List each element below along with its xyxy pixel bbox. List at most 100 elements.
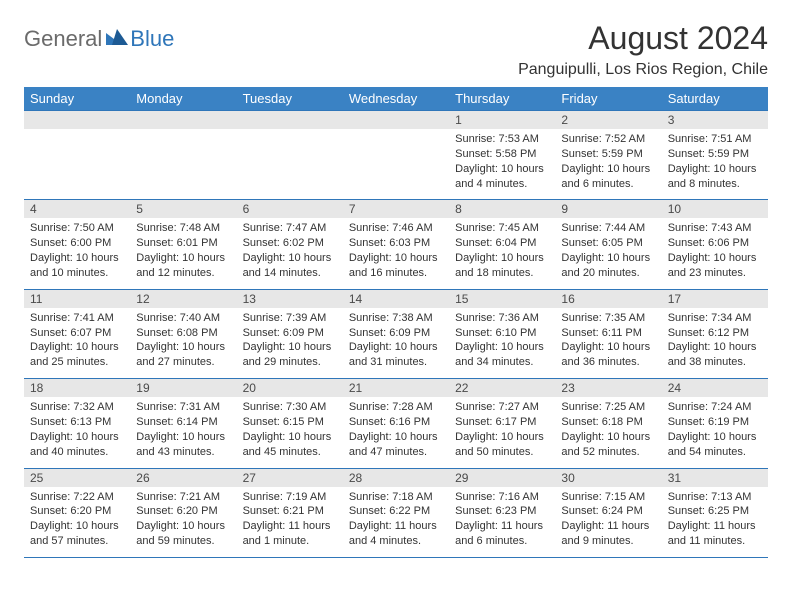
day-detail: Sunrise: 7:22 AMSunset: 6:20 PMDaylight:… [24,487,130,557]
sunset-label: Sunset: 6:12 PM [668,326,762,341]
day-cell: 21Sunrise: 7:28 AMSunset: 6:16 PMDayligh… [343,379,449,468]
sunrise-label: Sunrise: 7:39 AM [243,311,337,326]
sunset-label: Sunset: 6:02 PM [243,236,337,251]
week-row: 4Sunrise: 7:50 AMSunset: 6:00 PMDaylight… [24,200,768,289]
day-number: 24 [662,379,768,397]
daylight-label: Daylight: 10 hours and 47 minutes. [349,430,443,460]
day-detail: Sunrise: 7:46 AMSunset: 6:03 PMDaylight:… [343,218,449,288]
daylight-label: Daylight: 11 hours and 4 minutes. [349,519,443,549]
sunset-label: Sunset: 6:21 PM [243,504,337,519]
day-cell: 17Sunrise: 7:34 AMSunset: 6:12 PMDayligh… [662,289,768,378]
day-cell: 29Sunrise: 7:16 AMSunset: 6:23 PMDayligh… [449,468,555,557]
daylight-label: Daylight: 10 hours and 54 minutes. [668,430,762,460]
sunrise-label: Sunrise: 7:19 AM [243,490,337,505]
day-number [130,111,236,129]
brand-logo: General Blue [24,20,174,52]
day-number: 7 [343,200,449,218]
day-detail: Sunrise: 7:19 AMSunset: 6:21 PMDaylight:… [237,487,343,557]
day-number: 31 [662,469,768,487]
day-detail: Sunrise: 7:15 AMSunset: 6:24 PMDaylight:… [555,487,661,557]
sunrise-label: Sunrise: 7:46 AM [349,221,443,236]
day-cell: 25Sunrise: 7:22 AMSunset: 6:20 PMDayligh… [24,468,130,557]
day-number: 16 [555,290,661,308]
day-header-row: Sunday Monday Tuesday Wednesday Thursday… [24,87,768,111]
day-detail: Sunrise: 7:32 AMSunset: 6:13 PMDaylight:… [24,397,130,467]
dow-monday: Monday [130,87,236,111]
daylight-label: Daylight: 10 hours and 25 minutes. [30,340,124,370]
sunset-label: Sunset: 5:58 PM [455,147,549,162]
sunrise-label: Sunrise: 7:43 AM [668,221,762,236]
daylight-label: Daylight: 11 hours and 6 minutes. [455,519,549,549]
sunrise-label: Sunrise: 7:48 AM [136,221,230,236]
day-cell: 2Sunrise: 7:52 AMSunset: 5:59 PMDaylight… [555,111,661,200]
daylight-label: Daylight: 10 hours and 27 minutes. [136,340,230,370]
sunrise-label: Sunrise: 7:16 AM [455,490,549,505]
day-detail: Sunrise: 7:27 AMSunset: 6:17 PMDaylight:… [449,397,555,467]
sunrise-label: Sunrise: 7:41 AM [30,311,124,326]
sunset-label: Sunset: 6:16 PM [349,415,443,430]
sunset-label: Sunset: 6:13 PM [30,415,124,430]
day-detail: Sunrise: 7:50 AMSunset: 6:00 PMDaylight:… [24,218,130,288]
day-number: 3 [662,111,768,129]
day-cell: 15Sunrise: 7:36 AMSunset: 6:10 PMDayligh… [449,289,555,378]
day-detail [343,129,449,191]
daylight-label: Daylight: 10 hours and 40 minutes. [30,430,124,460]
dow-saturday: Saturday [662,87,768,111]
sunset-label: Sunset: 5:59 PM [668,147,762,162]
dow-tuesday: Tuesday [237,87,343,111]
sunset-label: Sunset: 6:00 PM [30,236,124,251]
sunrise-label: Sunrise: 7:31 AM [136,400,230,415]
day-cell: 6Sunrise: 7:47 AMSunset: 6:02 PMDaylight… [237,200,343,289]
day-detail: Sunrise: 7:40 AMSunset: 6:08 PMDaylight:… [130,308,236,378]
daylight-label: Daylight: 11 hours and 11 minutes. [668,519,762,549]
sunrise-label: Sunrise: 7:40 AM [136,311,230,326]
day-cell: 28Sunrise: 7:18 AMSunset: 6:22 PMDayligh… [343,468,449,557]
sunrise-label: Sunrise: 7:50 AM [30,221,124,236]
day-detail: Sunrise: 7:24 AMSunset: 6:19 PMDaylight:… [662,397,768,467]
page-header: General Blue August 2024 Panguipulli, Lo… [24,20,768,79]
calendar-table: Sunday Monday Tuesday Wednesday Thursday… [24,87,768,558]
daylight-label: Daylight: 10 hours and 59 minutes. [136,519,230,549]
day-cell: 19Sunrise: 7:31 AMSunset: 6:14 PMDayligh… [130,379,236,468]
day-number: 21 [343,379,449,397]
day-number: 23 [555,379,661,397]
sunset-label: Sunset: 6:18 PM [561,415,655,430]
week-row: 18Sunrise: 7:32 AMSunset: 6:13 PMDayligh… [24,379,768,468]
day-detail [237,129,343,191]
day-number: 2 [555,111,661,129]
daylight-label: Daylight: 11 hours and 1 minute. [243,519,337,549]
day-detail [130,129,236,191]
day-cell [343,111,449,200]
sunrise-label: Sunrise: 7:34 AM [668,311,762,326]
day-detail: Sunrise: 7:25 AMSunset: 6:18 PMDaylight:… [555,397,661,467]
sunset-label: Sunset: 6:04 PM [455,236,549,251]
daylight-label: Daylight: 10 hours and 31 minutes. [349,340,443,370]
day-cell: 3Sunrise: 7:51 AMSunset: 5:59 PMDaylight… [662,111,768,200]
day-number: 9 [555,200,661,218]
brand-part1: General [24,26,102,52]
day-number: 6 [237,200,343,218]
day-number: 15 [449,290,555,308]
sunset-label: Sunset: 6:19 PM [668,415,762,430]
daylight-label: Daylight: 10 hours and 6 minutes. [561,162,655,192]
day-cell: 23Sunrise: 7:25 AMSunset: 6:18 PMDayligh… [555,379,661,468]
day-number: 19 [130,379,236,397]
sunrise-label: Sunrise: 7:52 AM [561,132,655,147]
dow-wednesday: Wednesday [343,87,449,111]
sunset-label: Sunset: 6:05 PM [561,236,655,251]
sunset-label: Sunset: 6:15 PM [243,415,337,430]
day-number: 22 [449,379,555,397]
daylight-label: Daylight: 10 hours and 8 minutes. [668,162,762,192]
sunrise-label: Sunrise: 7:30 AM [243,400,337,415]
logo-triangle-icon [106,29,128,50]
title-block: August 2024 Panguipulli, Los Rios Region… [518,20,768,79]
day-detail: Sunrise: 7:38 AMSunset: 6:09 PMDaylight:… [343,308,449,378]
dow-sunday: Sunday [24,87,130,111]
day-cell: 12Sunrise: 7:40 AMSunset: 6:08 PMDayligh… [130,289,236,378]
day-detail: Sunrise: 7:53 AMSunset: 5:58 PMDaylight:… [449,129,555,199]
day-number: 26 [130,469,236,487]
week-row: 1Sunrise: 7:53 AMSunset: 5:58 PMDaylight… [24,111,768,200]
sunset-label: Sunset: 6:10 PM [455,326,549,341]
day-number [237,111,343,129]
sunset-label: Sunset: 6:09 PM [349,326,443,341]
